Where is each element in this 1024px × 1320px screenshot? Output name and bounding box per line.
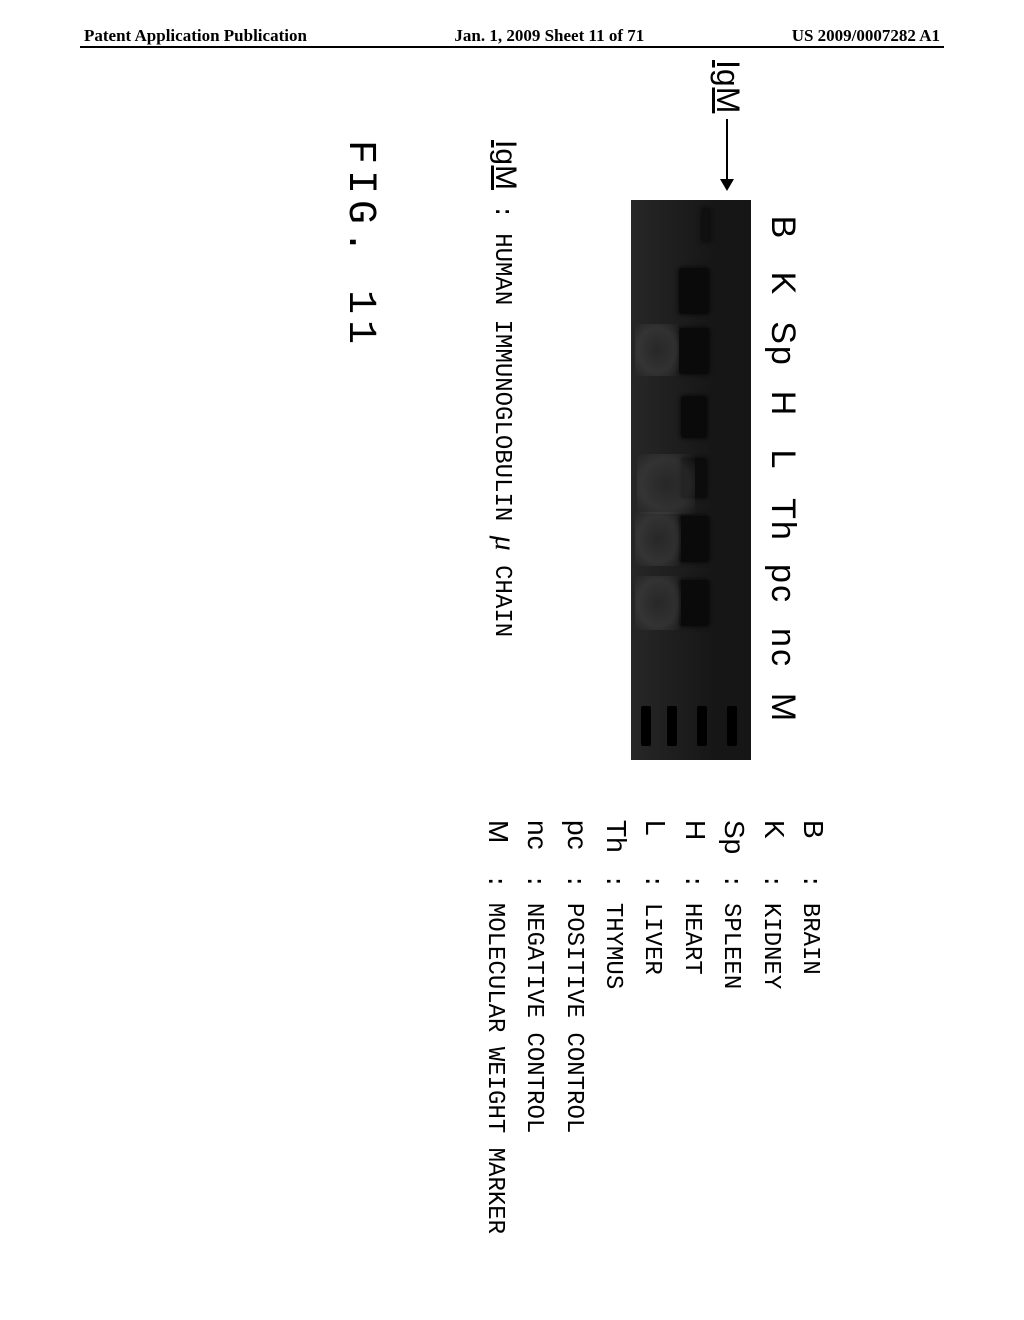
igm-pointer-text: IgM (709, 60, 746, 113)
marker-band (727, 706, 737, 746)
legend-row: Sp: SPLEEN (714, 820, 753, 1234)
gel-image (631, 200, 751, 760)
figure-rotated-container: B K Sp H L Th pc nc M IgM B: BRAIN K: KI… (82, 80, 942, 1240)
legend-row: nc: NEGATIVE CONTROL (517, 820, 556, 1234)
gel-smear (635, 576, 681, 630)
legend-row: M: MOLECULAR WEIGHT MARKER (477, 820, 516, 1234)
legend-abbr: Sp (715, 820, 753, 874)
header-left: Patent Application Publication (80, 26, 311, 46)
lane-abbr: nc (763, 616, 802, 680)
caption-mu: μ (489, 536, 522, 551)
legend-row: L: LIVER (635, 820, 674, 1234)
page: Patent Application Publication Jan. 1, 2… (0, 0, 1024, 1320)
legend-label: THYMUS (599, 903, 626, 989)
marker-band (667, 706, 677, 746)
legend-abbr: pc (558, 820, 596, 874)
marker-band (641, 706, 651, 746)
arrow-right-icon (727, 119, 729, 189)
gel-band (679, 268, 709, 314)
gel-band (701, 208, 711, 242)
legend-label: SPLEEN (717, 903, 744, 989)
lane-abbr: Th (763, 488, 802, 552)
legend-abbr: nc (518, 820, 556, 874)
gel-band (681, 396, 707, 438)
legend-abbr: M (479, 820, 517, 874)
legend-label: POSITIVE CONTROL (560, 903, 587, 1133)
gel-smear (637, 454, 695, 514)
lane-abbr: Sp (763, 312, 802, 376)
legend-row: Th: THYMUS (596, 820, 635, 1234)
header-rule (80, 46, 944, 48)
lane-abbr: L (763, 432, 802, 488)
legend-row: pc: POSITIVE CONTROL (556, 820, 595, 1234)
legend-label: MOLECULAR WEIGHT MARKER (481, 903, 508, 1234)
legend-abbr: Th (597, 820, 635, 874)
legend-label: BRAIN (796, 903, 823, 975)
lane-label-row: B K Sp H L Th pc nc M (763, 200, 802, 760)
lane-abbr: pc (763, 552, 802, 616)
caption-text: CHAIN (488, 551, 515, 637)
lane-abbr: K (763, 256, 802, 312)
gel-smear (635, 324, 679, 376)
legend-label: NEGATIVE CONTROL (520, 903, 547, 1133)
gel-smear (635, 512, 681, 566)
marker-band (697, 706, 707, 746)
gel-band (679, 580, 709, 626)
header-row: Patent Application Publication Jan. 1, 2… (80, 26, 944, 46)
legend-label: LIVER (638, 903, 665, 975)
lane-legend: B: BRAIN K: KIDNEY Sp: SPLEEN H: HEART L… (477, 820, 832, 1234)
legend-abbr: L (637, 820, 675, 874)
legend-label: KIDNEY (757, 903, 784, 989)
figure-caption: IgM : HUMAN IMMUNOGLOBULIN μ CHAIN (488, 140, 522, 637)
gel-band (679, 328, 709, 374)
gel-band (679, 516, 709, 562)
legend-row: K: KIDNEY (753, 820, 792, 1234)
figure-number: FIG. 11 (337, 140, 382, 350)
caption-lead: IgM (489, 140, 522, 190)
lane-abbr: M (763, 680, 802, 736)
legend-row: B: BRAIN (793, 820, 832, 1234)
legend-abbr: H (676, 820, 714, 874)
caption-text: : HUMAN IMMUNOGLOBULIN (488, 190, 515, 536)
header-right: US 2009/0007282 A1 (788, 26, 944, 46)
lane-abbr: B (763, 200, 802, 256)
legend-row: H: HEART (674, 820, 713, 1234)
legend-label: HEART (678, 903, 705, 975)
igm-pointer: IgM (709, 60, 746, 189)
legend-abbr: B (794, 820, 832, 874)
legend-abbr: K (755, 820, 793, 874)
header-center: Jan. 1, 2009 Sheet 11 of 71 (450, 26, 648, 46)
gel-area: B K Sp H L Th pc nc M (631, 140, 802, 760)
lane-abbr: H (763, 376, 802, 432)
